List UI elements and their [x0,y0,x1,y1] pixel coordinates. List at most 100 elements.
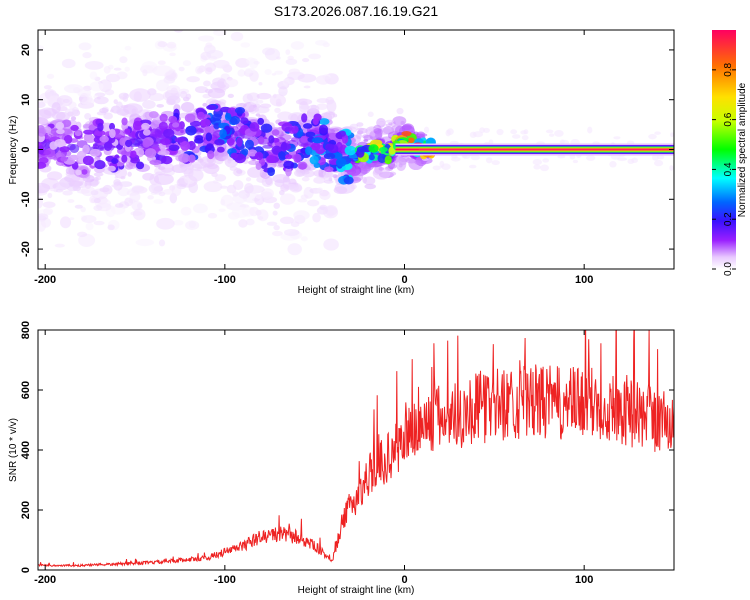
y-tick-label: 0 [20,567,32,573]
heatmap-signal-blob [38,161,47,169]
heatmap-noise-blob [205,42,213,48]
heatmap-signal-blob [219,128,227,139]
heatmap-noise-blob [356,122,364,127]
heatmap-noise-blob [245,218,255,226]
heatmap-signal-blob [99,135,109,143]
heatmap-signal-blob [305,131,316,138]
heatmap-noise-blob [396,107,404,115]
heatmap-noise-blob [283,229,300,236]
heatmap-noise-blob [319,190,331,201]
heatmap-noise-blob [333,186,348,195]
heatmap-signal-blob [109,122,116,131]
heatmap-signal-blob [196,111,205,120]
heatmap-noise-blob [511,134,521,139]
heatmap-noise-blob [93,172,104,177]
heatmap-noise-blob [293,210,310,221]
heatmap-noise-blob [182,60,192,67]
heatmap-noise-blob [473,131,484,138]
heatmap-signal-blob [121,154,128,163]
heatmap-noise-blob [159,162,175,173]
heatmap-signal-blob [356,146,368,153]
heatmap-signal-blob [216,146,225,153]
heatmap-noise-blob [203,80,211,87]
heatmap-signal-blob [247,149,258,157]
heatmap-noise-blob [273,202,281,209]
heatmap-noise-blob [240,42,251,48]
snr-ticks: -200 -100 0 100 0 200 400 600 800 [20,321,674,586]
heatmap-signal-blob [285,166,292,177]
heatmap-signal-blob [312,117,319,125]
heatmap-noise-blob [302,169,315,178]
heatmap-noise-blob [207,212,218,219]
heatmap-signal-blob [298,163,307,170]
heatmap-noise-blob [297,198,308,203]
snr-xlabel: Height of straight line (km) [298,585,415,596]
heatmap-noise-blob [446,128,454,135]
heatmap-signal-blob [249,122,260,132]
heatmap-signal-blob [283,160,295,169]
heatmap-signal-blob [135,161,145,170]
heatmap-noise-blob [82,52,92,59]
snr-series-line [38,330,674,568]
heatmap-noise-blob [587,126,593,134]
heatmap-signal-blob [271,129,280,136]
heatmap-noise-blob [55,189,64,193]
heatmap-noise-blob [274,107,281,114]
heatmap-noise-blob [656,155,665,160]
heatmap-noise-blob [220,194,234,207]
heatmap-noise-blob [469,164,477,169]
heatmap-signal-blob [205,132,213,142]
heatmap-noise-blob [245,177,252,182]
heatmap-noise-blob [307,104,320,113]
x-tick-label: 0 [401,574,407,586]
heatmap-signal-blob [61,119,72,128]
snr-panel: -200 -100 0 100 0 200 400 600 800 Height of stra… [8,321,675,596]
heatmap-signal-blob [311,137,324,144]
heatmap-noise-blob [255,193,263,199]
heatmap-signal-blob [172,122,180,128]
heatmap-noise-blob [67,199,75,204]
heatmap-noise-blob [56,180,70,190]
heatmap-noise-blob [491,160,500,166]
heatmap-signal-blob [255,162,262,170]
heatmap-signal-blob [161,155,173,165]
heatmap-noise-blob [237,69,246,77]
heatmap-signal-blob [212,113,222,121]
heatmap-noise-blob [158,191,166,197]
heatmap-signal-blob [189,120,202,127]
heatmap-signal-blob [88,124,96,131]
heatmap-noise-blob [198,35,215,42]
heatmap-noise-blob [204,67,213,75]
heatmap-noise-blob [73,86,81,94]
heatmap-noise-blob [78,42,92,51]
colorbar: 0.0 0.2 0.4 0.6 0.8 Normalized spectral ampl… [712,30,748,276]
heatmap-signal-blob [268,135,275,144]
x-tick-label: -100 [214,274,236,286]
heatmap-noise-blob [171,184,182,197]
heatmap-signal-blob [67,154,80,161]
heatmap-noise-blob [400,120,405,126]
heatmap-signal-blob [94,130,106,137]
heatmap-signal-blob [174,137,186,143]
heatmap-noise-blob [127,171,132,177]
heatmap-noise-blob [250,99,258,105]
heatmap-noise-blob [116,71,128,80]
heatmap-noise-blob [271,73,277,76]
heatmap-signal-blob [324,166,334,173]
heatmap-noise-blob [202,102,208,107]
heatmap-noise-blob [449,140,459,145]
heatmap-noise-blob [116,101,123,110]
heatmap-noise-blob [142,100,156,109]
heatmap-noise-blob [395,158,407,171]
heatmap-noise-blob [85,222,94,231]
heatmap-noise-blob [261,188,274,199]
heatmap-noise-blob [258,82,263,86]
heatmap-noise-blob [290,221,300,228]
heatmap-noise-blob [49,188,56,192]
heatmap-noise-blob [654,159,664,167]
heatmap-noise-blob [218,208,226,212]
x-tick-label: -100 [214,574,236,586]
heatmap-noise-blob [669,165,674,171]
heatmap-noise-blob [609,161,617,168]
heatmap-signal-blob [108,128,116,139]
